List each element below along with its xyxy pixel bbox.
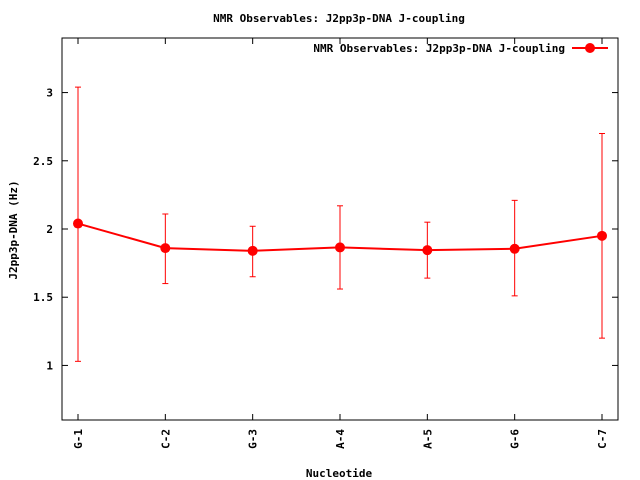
y-tick-label: 3 <box>46 87 53 100</box>
data-point <box>509 243 520 254</box>
data-point <box>422 245 433 256</box>
x-tick-label: C-7 <box>596 429 609 449</box>
legend-marker <box>585 43 595 53</box>
data-point <box>247 245 258 256</box>
x-tick-label: G-3 <box>247 429 260 449</box>
y-tick-label: 1 <box>46 359 53 372</box>
legend: NMR Observables: J2pp3p-DNA J-coupling <box>313 42 608 55</box>
legend-label: NMR Observables: J2pp3p-DNA J-coupling <box>313 42 565 55</box>
y-tick-label: 1.5 <box>33 291 53 304</box>
x-axis: G-1 C-2 G-3 A-4 A-5 G-6 C-7 <box>72 38 609 449</box>
data-point <box>335 242 345 253</box>
data-point <box>597 230 607 241</box>
x-tick-label: C-2 <box>159 429 172 449</box>
chart-title: NMR Observables: J2pp3p-DNA J-coupling <box>213 12 465 25</box>
data-point <box>73 218 83 229</box>
x-tick-label: G-6 <box>509 429 522 449</box>
x-tick-label: G-1 <box>72 429 85 449</box>
data-series <box>73 86 607 362</box>
x-axis-label: Nucleotide <box>306 467 373 480</box>
y-axis: 1 1.5 2 2.5 3 <box>33 87 618 372</box>
data-point <box>160 243 171 254</box>
x-tick-label: A-4 <box>334 429 347 449</box>
y-axis-label: J2pp3p-DNA (Hz) <box>7 180 20 279</box>
x-tick-label: A-5 <box>421 429 434 449</box>
y-tick-label: 2 <box>46 223 53 236</box>
y-tick-label: 2.5 <box>33 155 53 168</box>
